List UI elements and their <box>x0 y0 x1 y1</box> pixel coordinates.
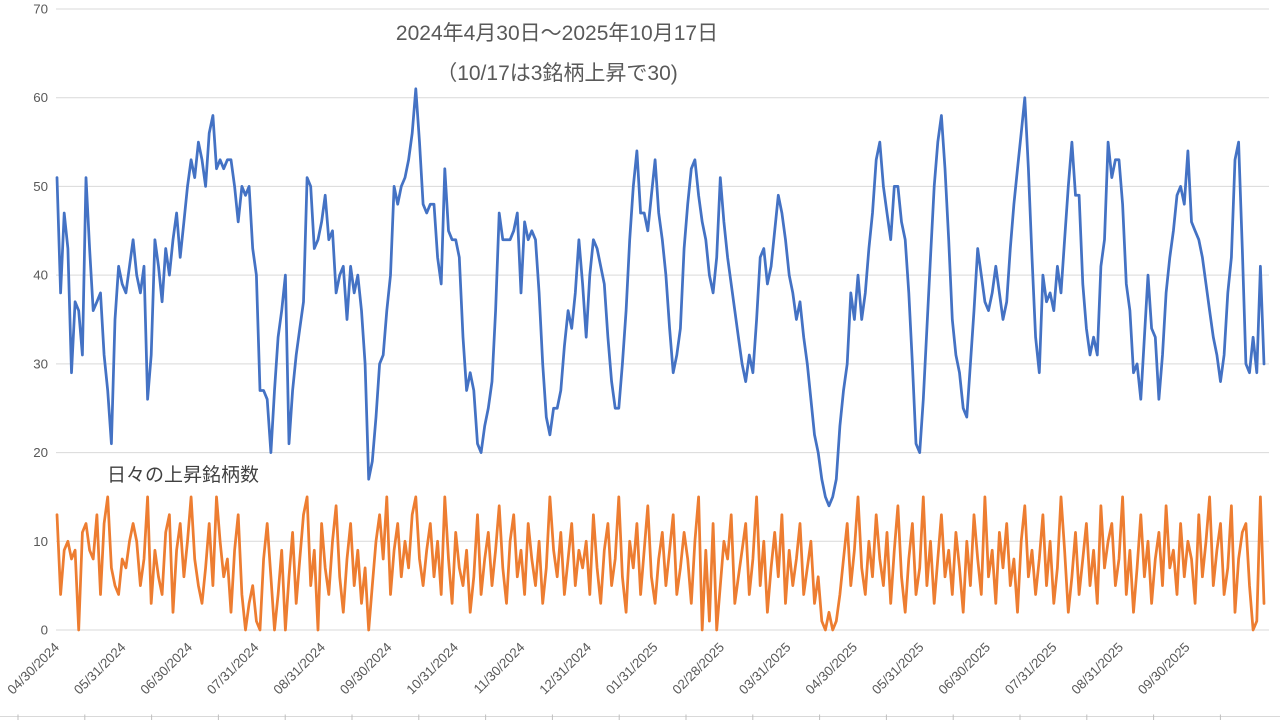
x-axis-label: 05/31/2025 <box>869 640 927 698</box>
annotation-label: 日々の上昇銘柄数 <box>107 464 259 486</box>
x-axis-label: 12/31/2024 <box>536 640 594 698</box>
x-axis-label: 11/30/2024 <box>471 640 528 697</box>
bottom-grid-strip <box>0 714 1280 720</box>
y-axis-label: 60 <box>33 90 48 105</box>
y-axis-label: 50 <box>33 179 48 194</box>
x-axis-labels: 04/30/2024 05/31/2024 06/30/2024 07/31/2024… <box>4 640 1192 698</box>
y-axis-label: 70 <box>33 2 48 17</box>
x-axis-label: 05/31/2024 <box>71 640 129 698</box>
x-axis-label: 08/31/2025 <box>1068 640 1126 698</box>
x-axis-label: 07/31/2024 <box>204 640 262 698</box>
x-axis-label: 01/31/2025 <box>603 640 661 698</box>
x-axis-label: 02/28/2025 <box>669 640 727 698</box>
x-axis-label: 10/31/2024 <box>403 640 461 698</box>
series-orange-line <box>55 495 1266 632</box>
y-axis-labels: 0 10 20 30 40 50 60 70 <box>33 2 48 638</box>
series-lines <box>55 87 1266 632</box>
x-axis-label: 09/30/2025 <box>1135 640 1193 698</box>
gridlines <box>56 8 1269 631</box>
x-axis-label: 04/30/2024 <box>4 640 62 698</box>
x-axis-label: 09/30/2024 <box>337 640 395 698</box>
y-axis-label: 10 <box>33 534 48 549</box>
y-axis-label: 30 <box>33 356 48 371</box>
y-axis-label: 0 <box>41 623 48 638</box>
x-axis-label: 07/31/2025 <box>1002 640 1060 698</box>
x-axis-label: 06/30/2024 <box>137 640 195 698</box>
x-axis-label: 06/30/2025 <box>935 640 993 698</box>
y-axis-label: 20 <box>33 445 48 460</box>
x-axis-label: 08/31/2024 <box>270 640 328 698</box>
x-axis-label: 03/31/2025 <box>736 640 794 698</box>
x-axis-label: 04/30/2025 <box>802 640 860 698</box>
series-blue-line <box>55 87 1266 508</box>
y-axis-label: 40 <box>33 268 48 283</box>
